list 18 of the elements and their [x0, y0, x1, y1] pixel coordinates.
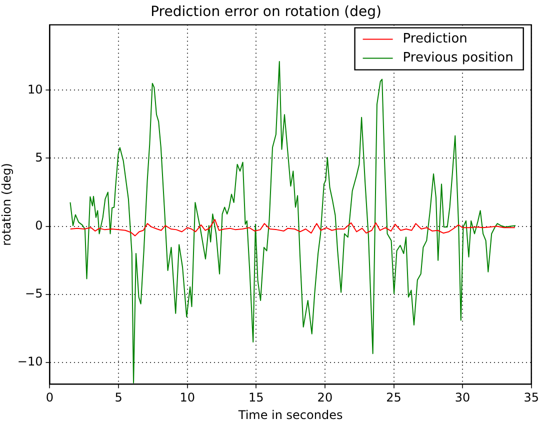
legend-label: Prediction	[402, 32, 468, 47]
x-tick-label: 35	[524, 390, 540, 405]
x-tick-label: 0	[46, 390, 54, 405]
x-tick-label: 15	[248, 390, 264, 405]
x-tick-label: 30	[454, 390, 470, 405]
x-tick-label: 10	[180, 390, 195, 405]
y-tick-label: 10	[27, 82, 43, 96]
legend-label: Previous position	[402, 50, 514, 66]
y-tick-label: −10	[17, 354, 43, 369]
x-axis-title: Time in secondes	[237, 408, 343, 422]
y-tick-label: −5	[25, 286, 43, 300]
chart-title: Prediction error on rotation (deg)	[150, 4, 382, 20]
y-tick-label: 5	[35, 150, 43, 164]
y-tick-label: 0	[35, 218, 43, 232]
y-axis-title: rotation (deg)	[0, 163, 14, 246]
x-tick-label: 25	[386, 390, 402, 405]
x-tick-label: 20	[317, 390, 333, 405]
x-tick-label: 5	[114, 390, 122, 405]
